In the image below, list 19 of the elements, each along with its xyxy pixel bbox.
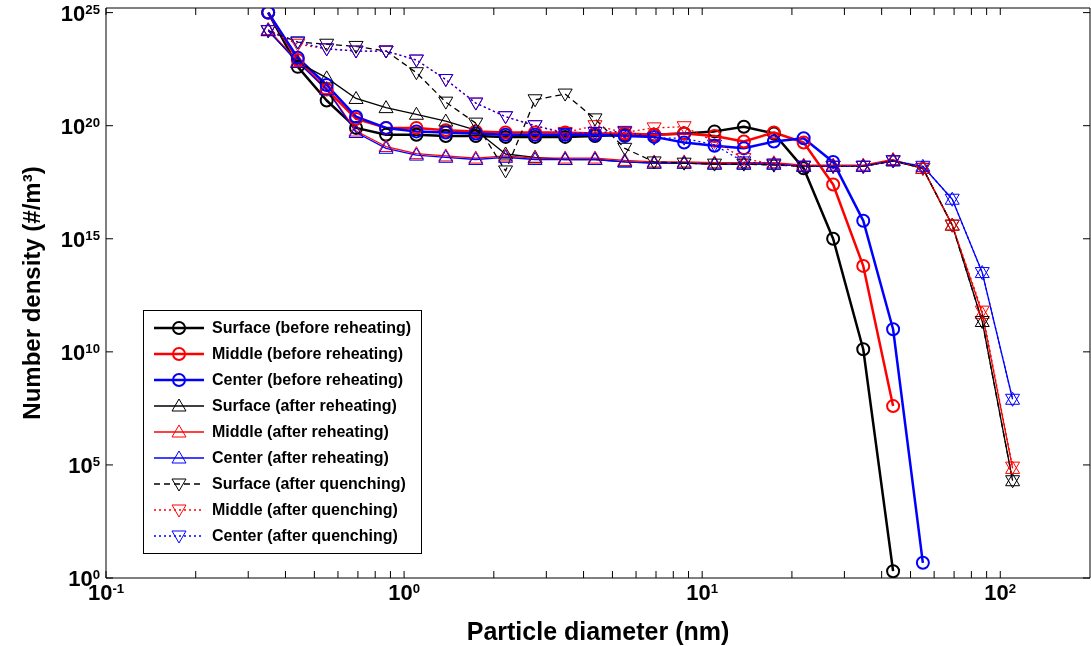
y-axis-title: Number density (#/m³) [17, 166, 45, 420]
x-axis-title: Particle diameter (nm) [466, 617, 730, 645]
legend-label: Middle (before reheating) [212, 345, 404, 363]
y-tick-label: 10$^{15}$ [60, 226, 100, 252]
x-tick-label: 10$^{1}$ [686, 580, 719, 605]
legend-label: Surface (before reheating) [212, 319, 412, 337]
x-tick-label: 10$^{2}$ [984, 580, 1017, 605]
y-tick-label: 10$^{5}$ [68, 452, 100, 478]
legend-label: Surface (after quenching) [212, 475, 406, 493]
legend-label: Middle (after quenching) [212, 501, 398, 519]
y-tick-label: 10$^{25}$ [60, 0, 100, 26]
legend-label: Center (after reheating) [212, 449, 389, 467]
x-tick-label: 10$^{0}$ [388, 580, 420, 605]
legend-label: Center (before reheating) [212, 371, 404, 389]
y-tick-label: 10$^{10}$ [60, 339, 100, 365]
legend-label: Center (after quenching) [212, 527, 398, 545]
legend-label: Surface (after reheating) [212, 397, 397, 415]
legend-label: Middle (after reheating) [212, 423, 389, 441]
y-tick-label: 10$^{20}$ [60, 113, 100, 139]
